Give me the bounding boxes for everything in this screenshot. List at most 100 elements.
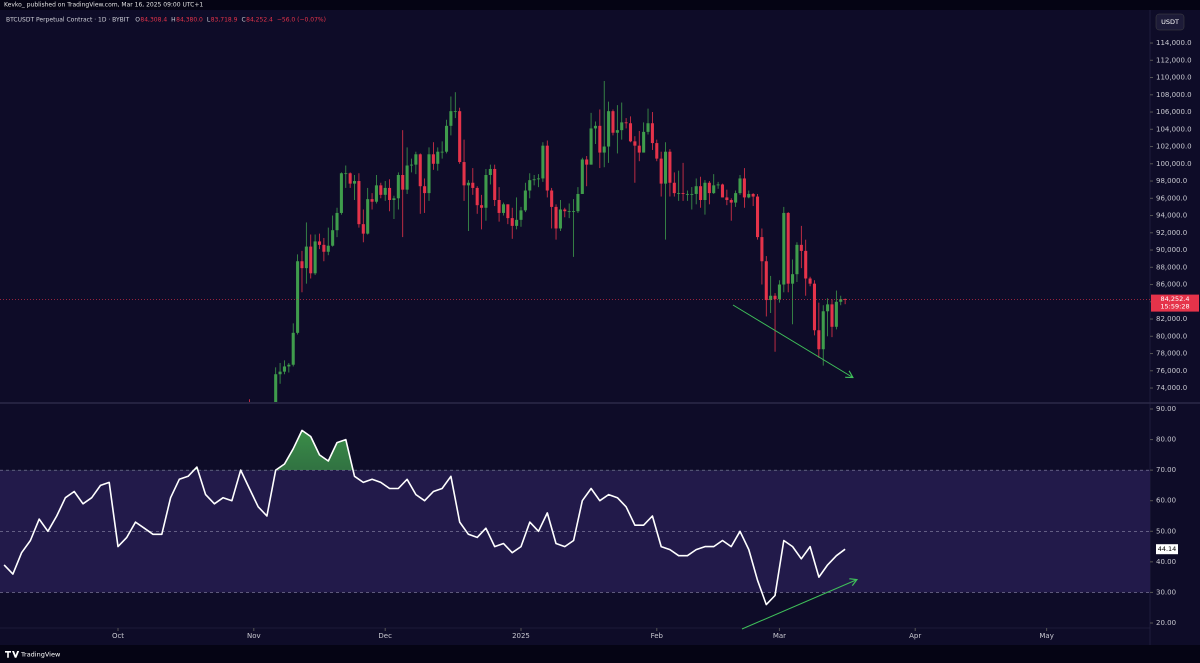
candle-body [423,186,427,194]
x-tick-label: Dec [378,632,392,640]
candle-body [563,209,567,212]
candle-body [567,211,571,213]
y-tick-label: 74,000.0 [1156,384,1187,392]
candle-body [633,141,637,146]
candle-body [681,193,685,194]
y-tick-label: 70.00 [1156,466,1176,474]
candle-body [742,178,746,198]
candle-body [440,151,444,153]
rsi-last-label: 44.14 [1158,545,1177,553]
y-tick-label: 100,000.0 [1156,160,1192,168]
candle-body [497,200,501,213]
currency[interactable]: USDT [1161,18,1179,26]
y-tick-label: 82,000.0 [1156,315,1187,323]
candle-body [812,283,817,331]
ohlc-value: 84,252.4 [246,17,273,24]
candle-body [615,130,619,133]
price-pane [249,80,847,402]
candle-body [427,154,431,194]
y-tick-label: 112,000.0 [1156,56,1192,64]
candle-body [541,145,545,179]
candle-body [799,244,803,251]
candle-body [585,159,589,165]
candle-body [668,151,672,183]
y-tick-label: 60.00 [1156,497,1176,505]
y-tick-label: 80,000.0 [1156,332,1187,340]
ohlc-key: C [241,17,245,24]
candle-body [602,146,606,153]
last-price-box [1151,294,1199,312]
candle-body [409,164,414,166]
candle-body [304,246,308,269]
candle-body [830,304,834,327]
change: −56.0 (−0.07%) [277,17,326,24]
publisher: Kevko_ published on TradingView.com, Mar… [4,2,203,9]
candle-body [764,261,768,301]
rsi-line [3,429,846,606]
rsi-pane [0,429,1150,606]
candle-body [699,186,703,201]
symbol: BTCUSDT Perpetual Contract · 1D · BYBIT [6,17,130,24]
y-tick-label: 30.00 [1156,588,1176,596]
candle-body [401,174,405,190]
candle-body [344,173,348,175]
candle-body [550,190,554,207]
currency-button[interactable] [1155,13,1185,31]
brand-logo [5,651,20,658]
candle-body [484,174,488,208]
x-tick-label: Nov [247,632,261,640]
y-tick-label: 86,000.0 [1156,281,1187,289]
candle-body [536,178,541,180]
x-tick-label: Feb [651,632,664,640]
candle-body [690,193,694,195]
y-tick-label: 98,000.0 [1156,177,1187,185]
candle-body [580,159,584,194]
ohlc-key: L [207,17,211,24]
candle-body [554,206,558,229]
candle-body [466,182,470,186]
candle-body [449,111,453,126]
candle-body [488,168,492,175]
y-tick-label: 92,000.0 [1156,229,1187,237]
x-tick-label: 2025 [512,632,530,640]
y-tick-label: 90.00 [1156,405,1176,413]
candle-body [545,145,549,191]
candle-body [326,245,330,252]
y-tick-label: 76,000.0 [1156,367,1187,375]
candle-body [821,311,825,350]
candle-body [278,371,282,375]
bottom-bar [0,645,1200,663]
candle-body [685,193,689,195]
y-tick-label: 40.00 [1156,558,1176,566]
top-bar [0,0,1200,10]
trend-arrow [732,304,852,377]
candle-body [515,219,519,226]
y-tick-label: 110,000.0 [1156,74,1192,82]
candle-body [817,330,821,350]
candle-body [335,212,339,231]
candle-body [773,295,777,300]
candle-body [480,205,484,208]
candle-body [620,122,624,131]
candle-body [453,111,457,112]
candle-body [808,278,812,284]
y-tick-label: 108,000.0 [1156,91,1192,99]
y-tick-label: 50.00 [1156,527,1176,535]
candle-body [374,185,378,202]
candle-body [475,187,479,206]
candle-body [501,204,506,213]
candle-body [414,154,418,165]
candle-body [366,199,370,234]
candle-body [379,185,383,195]
candle-body [576,193,580,212]
candle-body [519,210,523,220]
y-tick-label: 114,000.0 [1156,39,1192,47]
candle-body [418,154,422,187]
candle-body [444,125,449,152]
countdown: 15:59:28 [1160,303,1189,311]
candle-body [593,125,597,129]
candle-body [738,178,742,194]
candle-body [510,218,514,226]
